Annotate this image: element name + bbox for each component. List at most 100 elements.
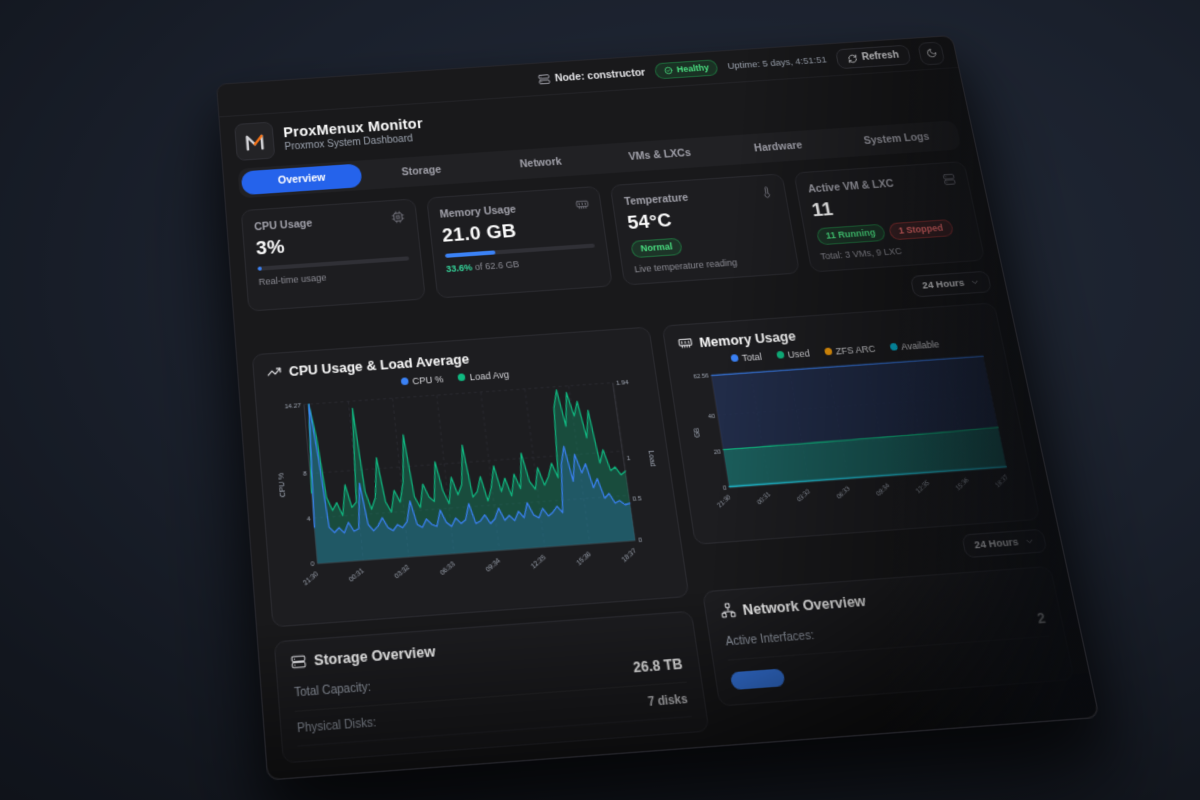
right-column: Memory Usage Total Used ZFS ARC Available 2… — [661, 302, 1075, 707]
svg-text:0.5: 0.5 — [632, 496, 643, 504]
legend-item: Total — [729, 351, 763, 364]
interface-badge — [729, 668, 786, 690]
tab-hardware[interactable]: Hardware — [717, 131, 840, 162]
memory-usage-card: Memory Usage 21.0 GB 33.6% of 62.6 GB — [425, 185, 613, 299]
uptime-text: Uptime: 5 days, 4:51:51 — [726, 54, 828, 72]
svg-text:14.27: 14.27 — [284, 402, 302, 410]
tab-system-logs[interactable]: System Logs — [835, 123, 958, 154]
node-label: Node: constructor — [554, 66, 646, 84]
svg-text:4: 4 — [307, 516, 312, 523]
svg-text:0: 0 — [722, 485, 727, 492]
left-column: CPU Usage & Load Average CPU % Load Avg 2… — [251, 326, 710, 764]
time-range-select[interactable]: 24 Hours — [910, 270, 993, 298]
chevron-down-icon — [1024, 536, 1036, 547]
svg-text:09:34: 09:34 — [485, 557, 503, 574]
health-badge: Healthy — [653, 59, 720, 80]
memory-chart: 21:30 00:31 03:32 06:33 09:34 12:35 15:36 18:37… — [692, 348, 1010, 509]
temperature-status-badge: Normal — [630, 237, 683, 259]
physical-disks-label: Physical Disks: — [296, 715, 377, 737]
svg-text:12:35: 12:35 — [915, 480, 931, 495]
temperature-card-label: Temperature — [623, 191, 690, 208]
svg-text:09:34: 09:34 — [875, 482, 891, 497]
svg-text:06:33: 06:33 — [835, 485, 851, 500]
memory-card-label: Memory Usage — [439, 203, 517, 221]
svg-text:20: 20 — [713, 449, 721, 456]
temperature-caption: Live temperature reading — [633, 257, 738, 275]
top-bar: Node: constructor Healthy Uptime: 5 days… — [217, 36, 959, 118]
logo-m-icon — [241, 128, 269, 155]
tab-vms-lxcs[interactable]: VMs & LXCs — [599, 139, 721, 170]
theme-toggle-button[interactable] — [917, 41, 946, 66]
temperature-card: Temperature 54°C Normal Live temperature… — [609, 173, 800, 286]
memory-caption: 33.6% of 62.6 GB — [445, 254, 597, 275]
server-stack-icon — [941, 173, 957, 187]
svg-text:40: 40 — [707, 413, 715, 420]
legend-item: Load Avg — [457, 369, 510, 383]
app-titles: ProxMenux Monitor Proxmox System Dashboa… — [283, 116, 425, 152]
active-vm-lxc-card: Active VM & LXC 11 11 Running 1 Stopped … — [792, 160, 986, 273]
memory-progress-fill — [444, 250, 496, 258]
cpu-progress-fill — [257, 266, 263, 271]
svg-text:0: 0 — [638, 538, 643, 545]
memory-total-text: of 62.6 GB — [471, 258, 520, 273]
cpu-load-chart: 21:30 00:31 03:32 06:33 09:34 12:35 15:36 18:37… — [277, 379, 656, 587]
svg-text:06:33: 06:33 — [439, 560, 457, 577]
svg-text:21:30: 21:30 — [303, 570, 321, 587]
svg-text:00:31: 00:31 — [348, 567, 366, 584]
vm-caption: Total: 3 VMs, 9 LXC — [819, 245, 903, 262]
trending-up-icon — [266, 364, 282, 380]
legend-item: CPU % — [400, 374, 444, 388]
svg-text:8: 8 — [303, 471, 308, 478]
temperature-value: 54°C — [626, 210, 674, 235]
proxmenux-dashboard-window: Node: constructor Healthy Uptime: 5 days… — [216, 35, 1100, 781]
network-icon — [719, 602, 737, 619]
memory-value: 21.0 GB — [441, 220, 518, 247]
svg-text:0: 0 — [310, 561, 315, 568]
legend-item: Used — [775, 348, 811, 361]
total-capacity-label: Total Capacity: — [293, 680, 372, 701]
vm-running-badge: 11 Running — [815, 223, 887, 246]
svg-text:00:31: 00:31 — [756, 491, 772, 506]
svg-text:21:30: 21:30 — [716, 494, 732, 509]
cpu-icon — [390, 210, 405, 224]
vm-card-label: Active VM & LXC — [807, 177, 895, 195]
cpu-value: 3% — [255, 236, 286, 260]
svg-text:15:36: 15:36 — [954, 477, 970, 492]
health-badge-label: Healthy — [675, 62, 710, 75]
memory-chart-card: Memory Usage Total Used ZFS ARC Available 2… — [661, 302, 1041, 545]
proxmenux-logo — [234, 121, 276, 161]
cpu-chart-card: CPU Usage & Load Average CPU % Load Avg 2… — [251, 326, 690, 628]
memory-percent-text: 33.6% — [445, 262, 473, 275]
refresh-label: Refresh — [861, 50, 900, 63]
tab-overview[interactable]: Overview — [240, 163, 363, 196]
vm-count-value: 11 — [810, 198, 835, 222]
memory-chart-title: Memory Usage — [698, 327, 797, 351]
svg-text:18:37: 18:37 — [994, 474, 1010, 489]
tab-storage[interactable]: Storage — [360, 155, 482, 187]
network-time-range-select[interactable]: 24 Hours — [961, 528, 1048, 558]
svg-text:03:32: 03:32 — [394, 564, 412, 581]
tab-network[interactable]: Network — [480, 147, 602, 179]
svg-text:62.56: 62.56 — [692, 373, 708, 381]
active-interfaces-value: 2 — [1035, 609, 1047, 627]
total-capacity-value: 26.8 TB — [632, 656, 684, 677]
svg-text:1.94: 1.94 — [616, 379, 630, 386]
thermometer-icon — [758, 185, 773, 199]
svg-text:CPU %: CPU % — [277, 472, 287, 497]
svg-text:03:32: 03:32 — [796, 488, 812, 503]
svg-text:18:37: 18:37 — [621, 547, 638, 564]
network-overview-card: Network Overview Active Interfaces: 2 — [701, 565, 1075, 707]
cpu-caption: Real-time usage — [258, 272, 327, 288]
node-indicator: Node: constructor — [537, 66, 646, 84]
cpu-usage-card: CPU Usage 3% Real-time usage — [240, 198, 426, 312]
svg-text:Load: Load — [646, 450, 656, 467]
legend-item: Available — [889, 339, 940, 353]
svg-text:1: 1 — [626, 455, 631, 462]
refresh-button[interactable]: Refresh — [834, 44, 912, 70]
storage-overview-card: Storage Overview Total Capacity: 26.8 TB… — [273, 610, 710, 764]
chevron-down-icon — [969, 277, 980, 287]
svg-text:15:36: 15:36 — [576, 550, 594, 567]
check-circle-icon — [663, 66, 673, 75]
cpu-card-label: CPU Usage — [253, 216, 313, 233]
svg-text:GB: GB — [693, 427, 702, 437]
